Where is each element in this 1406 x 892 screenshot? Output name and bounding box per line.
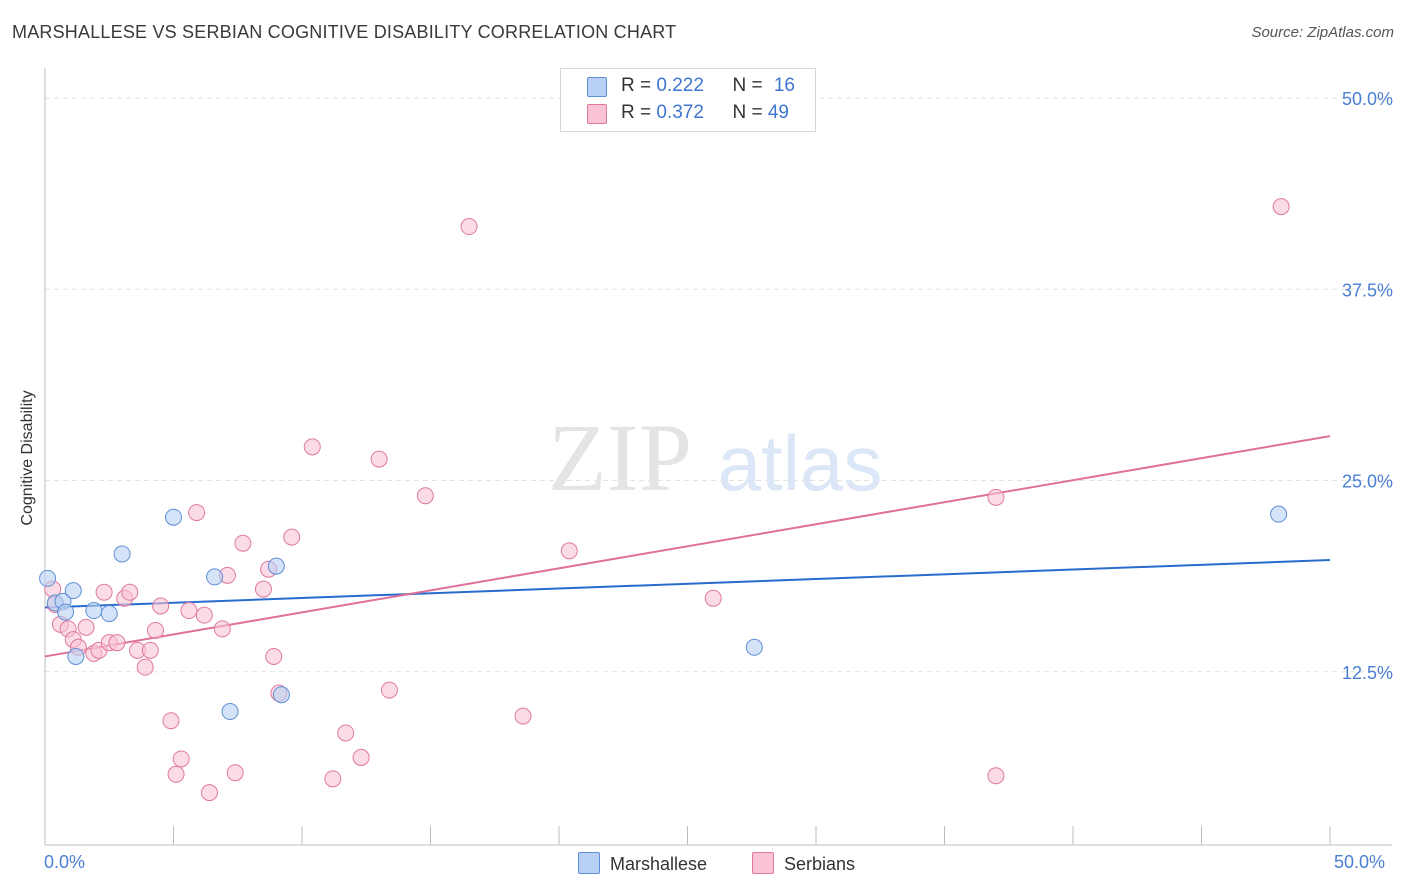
bottom-legend-label-marshallese: Marshallese [610, 854, 708, 874]
y-tick-label: 12.5% [1342, 663, 1393, 683]
legend-marshallese-n: 16 [773, 75, 795, 96]
point-marshallese [57, 603, 75, 621]
point-serbians [1272, 198, 1290, 216]
axes [44, 68, 1392, 846]
source-label: Source: ZipAtlas.com [1251, 24, 1394, 41]
point-serbians [147, 621, 165, 639]
point-marshallese [745, 638, 763, 656]
bottom-legend-swatch-serbians [752, 852, 774, 874]
point-serbians [254, 580, 272, 598]
legend-r-label: R = [621, 102, 657, 123]
legend-n-label: N = [732, 75, 768, 96]
point-serbians [108, 634, 126, 652]
point-serbians [987, 767, 1005, 785]
point-serbians [352, 748, 370, 766]
trend-lines [44, 435, 1331, 658]
point-serbians [152, 597, 170, 615]
point-serbians [416, 487, 434, 505]
legend-swatch-marshallese [587, 77, 607, 97]
x-tick-label-min: 0.0% [44, 852, 86, 872]
trend-line-serbians [44, 435, 1331, 658]
point-marshallese [39, 569, 57, 587]
point-serbians [324, 770, 342, 788]
point-marshallese [221, 703, 239, 721]
point-serbians [167, 765, 185, 783]
point-marshallese [64, 582, 82, 600]
point-marshallese [85, 602, 103, 620]
gridlines [45, 97, 1392, 673]
point-serbians [180, 602, 198, 620]
legend-swatch-serbians [587, 104, 607, 124]
point-serbians [370, 450, 388, 468]
bottom-legend-serbians: Serbians [752, 852, 855, 875]
point-serbians [704, 589, 722, 607]
point-serbians [560, 542, 578, 560]
point-marshallese [267, 557, 285, 575]
point-marshallese [272, 686, 290, 704]
point-serbians [141, 641, 159, 659]
point-serbians [200, 784, 218, 802]
legend-marshallese-r: 0.222 [656, 75, 704, 96]
chart-title: MARSHALLESE VS SERBIAN COGNITIVE DISABIL… [12, 22, 677, 42]
watermark-zip: ZIP [548, 404, 692, 511]
y-tick-label: 25.0% [1342, 472, 1393, 492]
data-points [39, 198, 1290, 802]
y-tick-labels: 12.5% 25.0% 37.5% 50.0% [1342, 89, 1393, 683]
point-serbians [283, 528, 301, 546]
point-serbians [77, 618, 95, 636]
bottom-legend-marshallese: Marshallese [578, 852, 707, 875]
y-tick-label: 50.0% [1342, 89, 1393, 109]
point-serbians [337, 724, 355, 742]
point-serbians [195, 606, 213, 624]
point-marshallese [165, 508, 182, 526]
legend: R = 0.222 N = 16 R = 0.372 N = 49 [560, 68, 816, 132]
legend-r-label: R = [621, 75, 657, 96]
y-tick-label: 37.5% [1342, 280, 1393, 300]
point-serbians [213, 620, 231, 638]
legend-n-label: N = [732, 102, 768, 123]
trend-line-marshallese [44, 559, 1331, 609]
point-serbians [95, 583, 113, 601]
x-tick-label-max: 50.0% [1334, 852, 1386, 872]
point-marshallese [1270, 505, 1288, 523]
point-serbians [303, 438, 321, 456]
point-marshallese [113, 545, 131, 563]
point-serbians [162, 712, 180, 730]
point-serbians [234, 534, 252, 552]
point-serbians [987, 488, 1005, 506]
point-serbians [136, 658, 154, 676]
legend-serbians-r: 0.372 [656, 102, 704, 123]
point-serbians [188, 504, 206, 522]
point-marshallese [100, 605, 118, 623]
point-serbians [226, 764, 244, 782]
legend-serbians-n: 49 [767, 102, 789, 123]
point-serbians [514, 707, 532, 725]
watermark-atlas: atlas [718, 419, 883, 507]
point-serbians [172, 750, 190, 768]
point-marshallese [67, 647, 85, 665]
point-marshallese [206, 568, 224, 586]
point-serbians [380, 681, 398, 699]
point-serbians [265, 647, 283, 665]
bottom-legend-label-serbians: Serbians [784, 854, 856, 874]
bottom-legend-swatch-marshallese [578, 852, 600, 874]
point-serbians [460, 218, 478, 236]
point-serbians [121, 583, 139, 601]
